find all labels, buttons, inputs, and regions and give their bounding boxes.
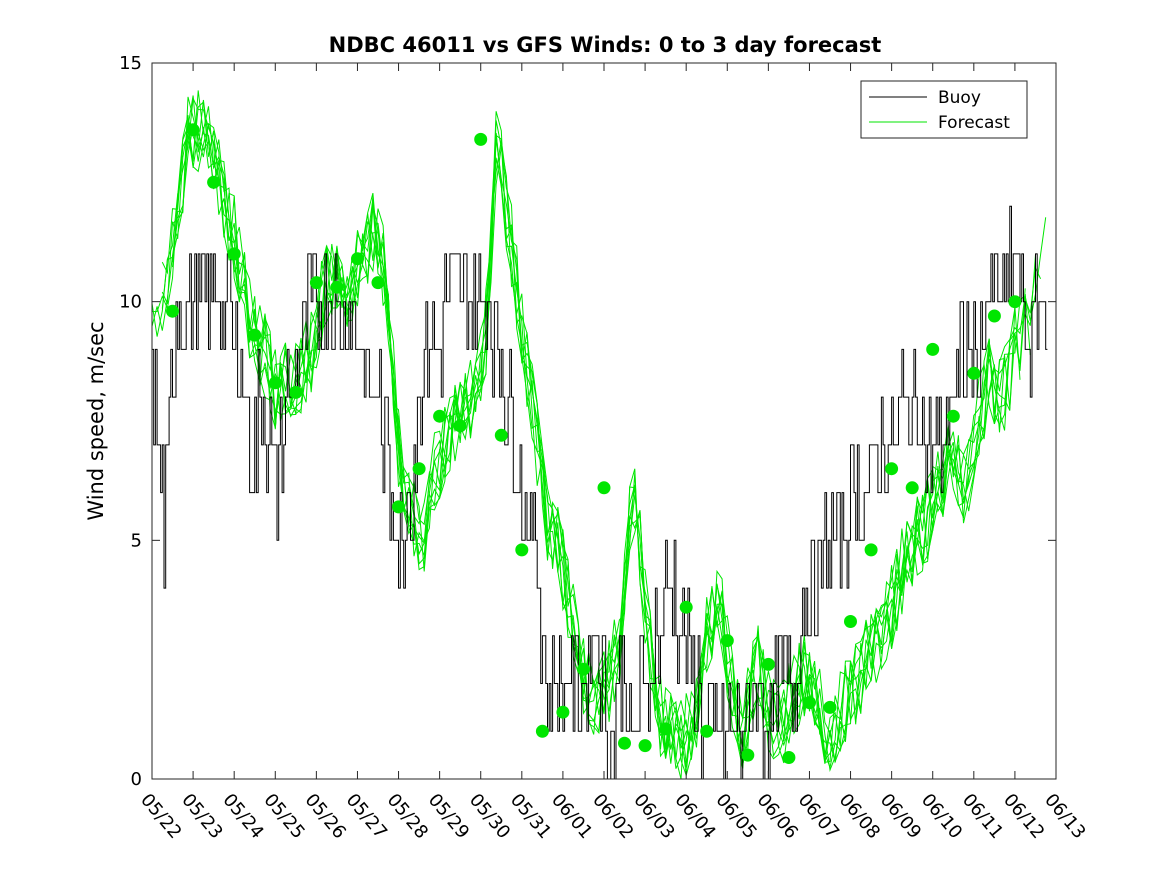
forecast-marker xyxy=(967,366,981,380)
forecast-marker xyxy=(905,481,919,495)
forecast-marker xyxy=(679,600,693,614)
forecast-line-3 xyxy=(151,96,1042,769)
forecast-marker xyxy=(227,247,241,261)
forecast-marker xyxy=(268,376,282,390)
chart-title: NDBC 46011 vs GFS Winds: 0 to 3 day fore… xyxy=(329,33,882,57)
forecast-marker xyxy=(700,724,714,738)
forecast-marker xyxy=(823,700,837,714)
forecast-marker xyxy=(412,462,426,476)
legend-label-forecast: Forecast xyxy=(938,113,1010,133)
forecast-marker xyxy=(803,696,816,710)
forecast-marker xyxy=(453,419,467,433)
forecast-marker xyxy=(864,543,878,557)
forecast-marker xyxy=(371,276,385,290)
forecast-marker xyxy=(577,662,590,676)
forecast-marker xyxy=(638,739,652,753)
forecast-marker xyxy=(556,705,570,719)
y-axis-label: Wind speed, m/sec xyxy=(84,321,108,520)
y-tick-label: 10 xyxy=(119,292,142,313)
forecast-marker xyxy=(186,123,200,137)
plot-content xyxy=(151,90,1048,780)
forecast-marker xyxy=(248,328,262,342)
forecast-marker xyxy=(433,409,447,423)
forecast-marker xyxy=(885,462,899,476)
forecast-line-5 xyxy=(172,95,1011,770)
forecast-marker xyxy=(207,175,221,189)
forecast-marker xyxy=(309,276,323,290)
forecast-marker xyxy=(330,280,344,294)
forecast-marker xyxy=(782,751,796,764)
forecast-marker xyxy=(1008,295,1022,309)
forecast-marker xyxy=(987,309,1001,323)
forecast-marker xyxy=(289,385,303,399)
forecast-marker xyxy=(597,481,611,495)
forecast-marker xyxy=(926,342,940,356)
forecast-marker xyxy=(946,409,960,423)
forecast-line-1 xyxy=(161,90,1031,764)
forecast-marker xyxy=(515,543,529,557)
forecast-marker xyxy=(720,634,734,648)
legend: Buoy Forecast xyxy=(860,80,1028,139)
forecast-marker xyxy=(166,304,179,318)
forecast-marker xyxy=(494,428,508,442)
forecast-marker xyxy=(659,722,673,736)
legend-box xyxy=(860,80,1028,139)
forecast-marker xyxy=(535,724,549,738)
forecast-marker xyxy=(392,500,405,514)
forecast-marker xyxy=(741,748,755,762)
y-tick-label: 5 xyxy=(131,530,142,551)
y-tick-label: 15 xyxy=(119,53,142,74)
forecast-marker xyxy=(618,736,631,750)
forecast-marker xyxy=(351,252,364,266)
forecast-marker xyxy=(474,132,488,146)
forecast-line-7 xyxy=(161,122,1021,773)
legend-label-buoy: Buoy xyxy=(938,88,981,108)
y-tick-label: 0 xyxy=(131,769,142,790)
forecast-marker xyxy=(761,657,775,671)
forecast-marker xyxy=(844,615,857,628)
